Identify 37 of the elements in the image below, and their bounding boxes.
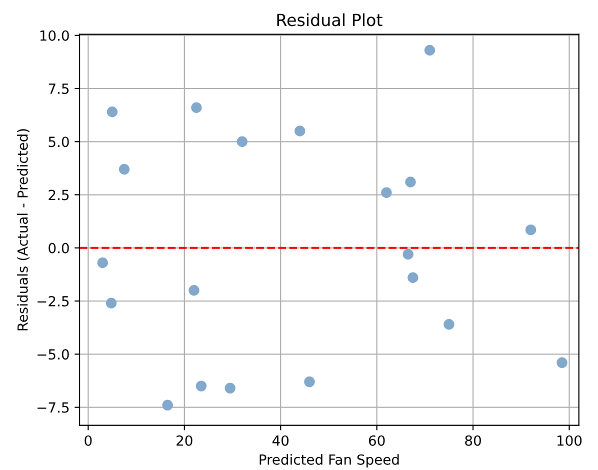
y-tick-label: 5.0 (48, 136, 69, 148)
point (106, 106, 118, 118)
point (381, 187, 392, 198)
point (196, 380, 207, 392)
y-tick-label: 10.0 (40, 30, 69, 41)
x-tick-label: 80 (465, 435, 481, 446)
y-tick-label: −7.5 (38, 402, 69, 413)
point (236, 136, 248, 147)
x-tick-label: 40 (272, 435, 289, 446)
point (408, 272, 418, 283)
point (304, 376, 315, 388)
chart-title: Residual Plot (277, 13, 382, 26)
point (556, 357, 568, 368)
x-axis-title: Predicted Fan Speed (260, 454, 399, 468)
point (191, 102, 202, 113)
x-tick-label: 0 (84, 435, 92, 446)
point (188, 285, 200, 296)
y-tick-label: −2.5 (38, 296, 69, 306)
x-tick-label: 20 (176, 435, 192, 446)
x-tick-label: 100 (558, 435, 582, 446)
point (405, 176, 416, 188)
point (97, 257, 108, 268)
point (294, 126, 306, 136)
x-tick-label: 60 (368, 435, 385, 446)
point (402, 248, 414, 260)
point (424, 44, 436, 56)
y-axis-title: Residuals (Actual - Predicted) (17, 129, 30, 330)
point (106, 298, 117, 309)
point (224, 382, 236, 394)
y-tick-label: 2.5 (48, 190, 69, 200)
point (118, 164, 130, 175)
y-tick-label: 0.0 (48, 242, 69, 254)
y-tick-label: −5.0 (38, 349, 69, 360)
point (525, 224, 536, 236)
point (444, 319, 454, 330)
y-tick-label: 7.5 (48, 84, 69, 94)
point (162, 400, 173, 411)
